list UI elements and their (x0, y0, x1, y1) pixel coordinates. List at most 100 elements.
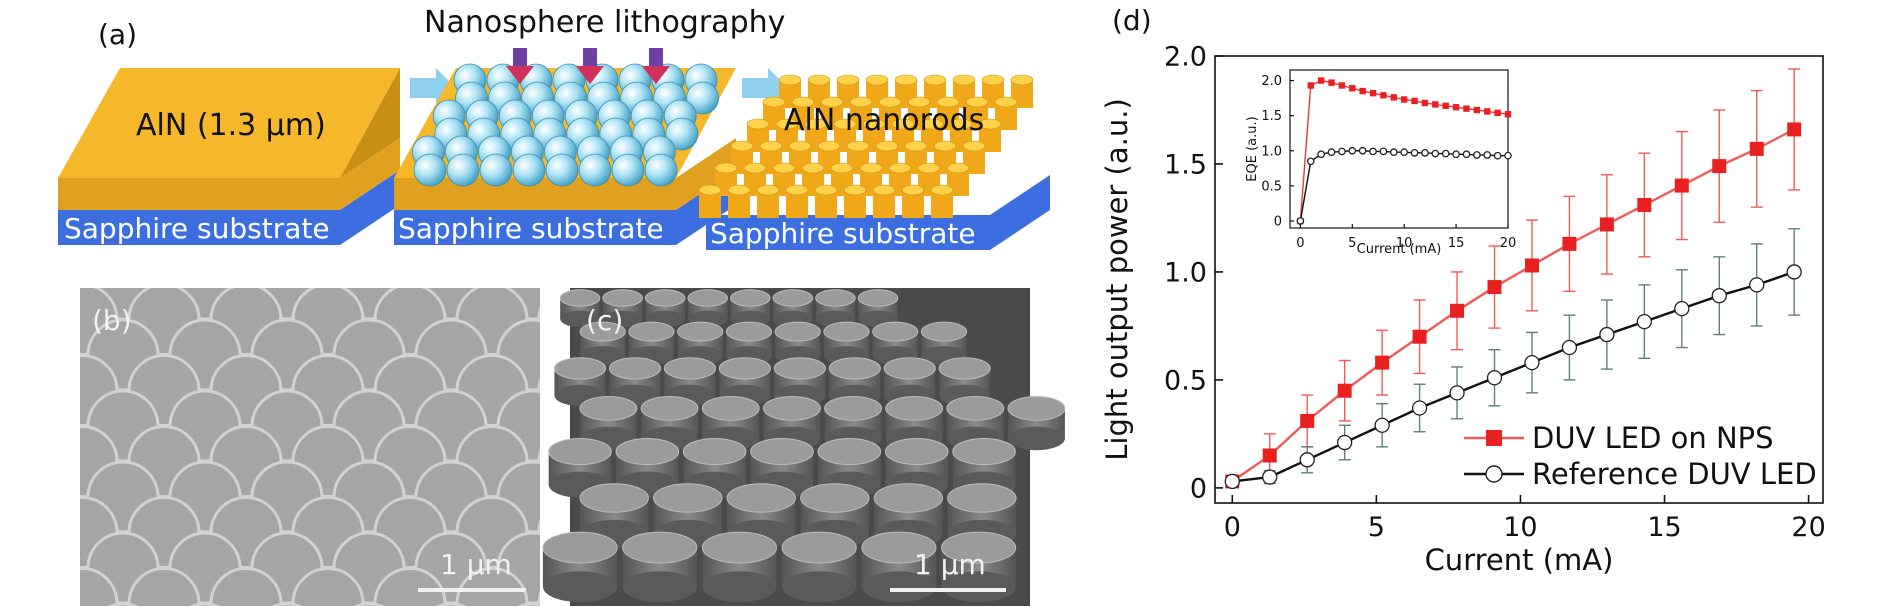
inset-data-point (1390, 94, 1398, 101)
etch-arrows (506, 48, 670, 84)
sem-rod-top (542, 531, 618, 564)
inset-plot-frame (1289, 69, 1509, 229)
nanorod-top (994, 96, 1018, 108)
inset-y-tick-label: 2.0 (1261, 74, 1282, 89)
sem-rod-top (701, 531, 778, 564)
x-tick-label: 10 (1503, 512, 1537, 543)
nanorod-top (846, 140, 870, 152)
nanorod-top (775, 118, 799, 130)
inset-data-point (1317, 150, 1325, 159)
inset-data-point (1493, 151, 1502, 160)
y-tick-label: 2.0 (1164, 41, 1207, 72)
data-point (1486, 370, 1503, 386)
inset-y-tick-label: 0.5 (1261, 179, 1282, 194)
nanorod-top (965, 96, 989, 108)
sem-rod-top (579, 483, 649, 513)
sem-rod-top (640, 396, 699, 421)
data-point (1524, 258, 1539, 273)
nanorod-top (714, 162, 738, 174)
nanorod-top (904, 140, 928, 152)
data-point (1450, 303, 1465, 318)
sem-rod-base (542, 571, 618, 603)
nanorod (844, 190, 866, 218)
sem-rod-top (750, 438, 814, 466)
inset-data-point (1358, 146, 1367, 155)
sem-rod-top (553, 357, 607, 380)
nanorod-array (698, 74, 1034, 218)
sem-rod-top (815, 289, 856, 307)
data-point (1786, 264, 1802, 280)
nanorod-top (772, 162, 796, 174)
inset-x-tick-label: 0 (1296, 236, 1304, 251)
sem-rod-top (663, 357, 716, 380)
sem-rod-top (622, 531, 698, 564)
legend-label-1: Reference DUV LED (1532, 457, 1817, 491)
sem-rod-top (872, 321, 919, 342)
inset-data-point (1359, 87, 1366, 95)
data-point (1711, 288, 1727, 304)
nanosphere (686, 81, 719, 115)
inset-y-axis-title: EQE (a.u.) (1245, 116, 1260, 181)
nanorod-top (1010, 74, 1034, 86)
inset-data-point (1349, 85, 1356, 92)
sem-rod-top (718, 357, 771, 380)
sem-rod-base (941, 571, 1016, 603)
legend-marker-1 (1485, 465, 1503, 483)
nanosphere (545, 153, 579, 187)
nanorod-top (859, 162, 883, 174)
panel-b-sem-top-view: (b) 1 μm (80, 288, 540, 606)
data-point (1337, 383, 1352, 398)
inset-x-tick-label: 20 (1500, 236, 1517, 251)
sem-rod-top (938, 357, 991, 380)
inset-data-point (1389, 148, 1398, 157)
nanorod-top (801, 162, 825, 174)
nanorod-top (804, 118, 828, 130)
data-point (1412, 329, 1427, 344)
nanorod (786, 190, 808, 218)
data-point (1674, 178, 1689, 193)
nanorod-top (698, 184, 722, 196)
nanorod-top (878, 96, 902, 108)
sem-rod-base (702, 571, 777, 603)
legend-label-0: DUV LED on NPS (1532, 421, 1774, 455)
inset-y-tick-label: 0 (1274, 215, 1282, 230)
nanosphere (578, 153, 612, 187)
nanorod (815, 190, 837, 218)
sem-rod-top (947, 483, 1017, 513)
x-tick-label: 15 (1647, 512, 1681, 543)
nanorod-top (952, 74, 976, 86)
sem-rod-top (952, 438, 1016, 466)
nanorod-top (762, 96, 786, 108)
inset-y-tick-label: 1.0 (1261, 144, 1282, 159)
sem-rod-top (687, 289, 729, 307)
nanorod-top (949, 118, 973, 130)
nanorod-top (862, 118, 886, 130)
data-point (1561, 339, 1578, 356)
inset-data-point (1484, 108, 1491, 115)
data-point (1637, 198, 1652, 212)
nanorod-top (894, 74, 918, 86)
nanosphere (413, 153, 447, 187)
data-point (1712, 159, 1727, 174)
inset-data-point (1369, 147, 1377, 156)
data-point (1749, 141, 1764, 156)
inset-data-point (1421, 99, 1429, 107)
x-axis-title: Current (mA) (1425, 543, 1614, 577)
sem-rod-top (883, 357, 936, 380)
panel-a-label: (a) (98, 18, 137, 51)
sem-rod-top (773, 357, 826, 380)
sem-rod-top (884, 438, 949, 466)
sem-rod-top (762, 396, 821, 421)
data-point (1636, 313, 1652, 330)
nanorod-top (814, 184, 838, 196)
substrate-label-3: Sapphire substrate (710, 217, 976, 250)
series-line-1 (1232, 270, 1795, 483)
nanorod-top (833, 118, 857, 130)
data-point (1449, 385, 1465, 401)
nanorod-top (962, 140, 986, 152)
nanorod-top (785, 184, 809, 196)
scale-bar-b (418, 588, 526, 592)
inset-data-point (1410, 149, 1419, 157)
nanosphere (611, 153, 645, 187)
